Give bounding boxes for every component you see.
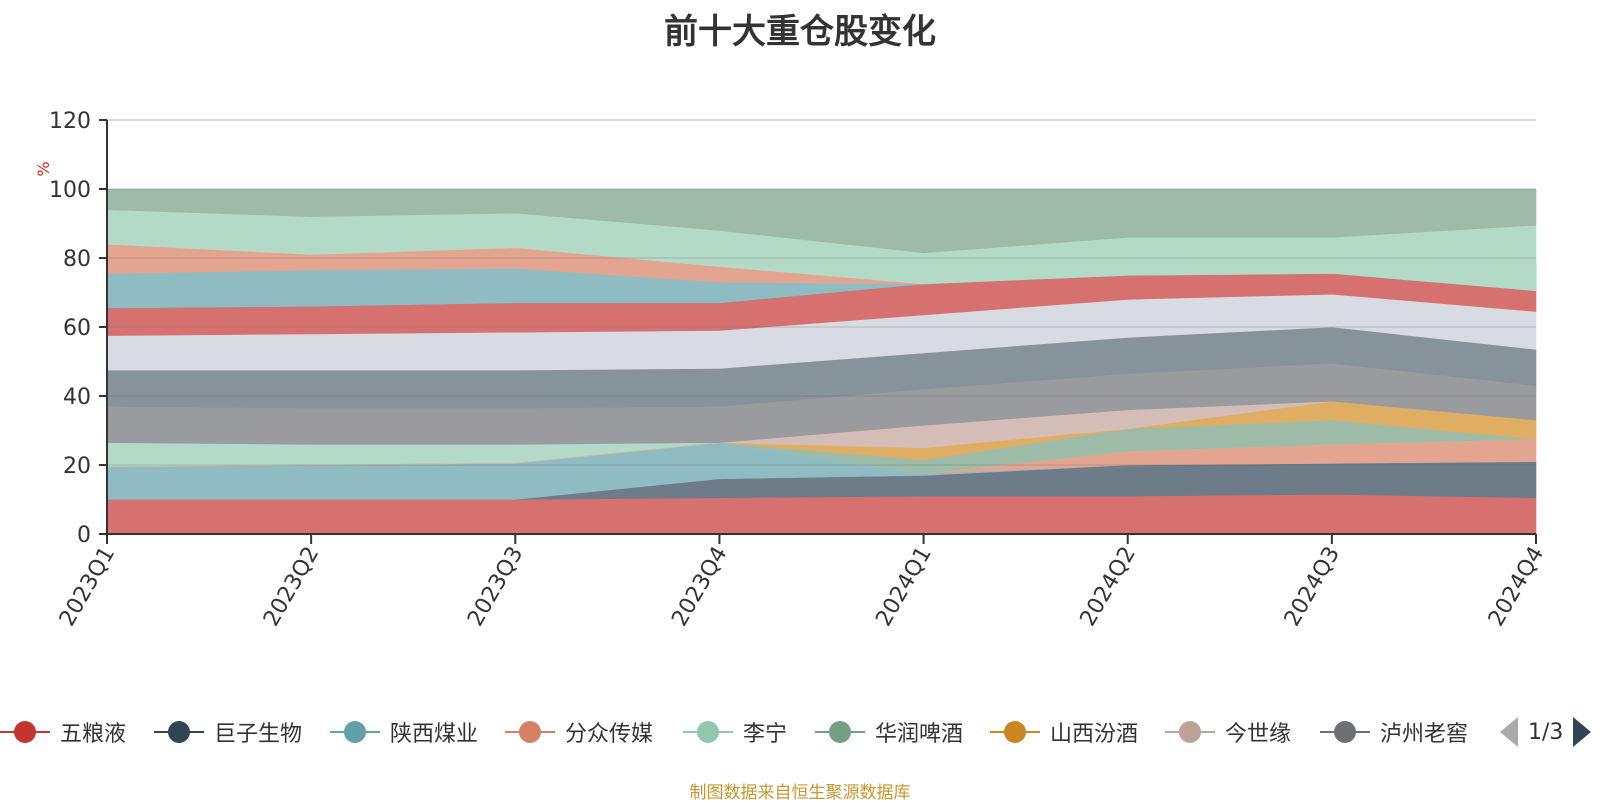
- x-tick-label: 2024Q2: [1076, 543, 1141, 631]
- plot-bands: [106, 188, 1537, 535]
- legend-marker-icon: [154, 720, 204, 744]
- legend-marker-icon: [1165, 720, 1215, 744]
- legend-label: 泸州老窖: [1380, 722, 1469, 747]
- legend-item[interactable]: 分众传媒: [505, 712, 653, 752]
- legend-item[interactable]: 今世缘: [1165, 712, 1291, 752]
- y-axis-label: %: [34, 161, 53, 176]
- legend-item[interactable]: 五粮液: [0, 712, 126, 752]
- y-tick-label: 120: [49, 109, 91, 134]
- legend-label: 今世缘: [1225, 722, 1292, 747]
- legend-marker-icon: [683, 720, 733, 744]
- area-band-0: [106, 493, 1537, 535]
- legend-label: 陕西煤业: [390, 722, 479, 747]
- x-tick-label: 2023Q4: [667, 543, 732, 631]
- legend-label: 华润啤酒: [875, 722, 964, 747]
- legend-item[interactable]: 巨子生物: [154, 712, 302, 752]
- x-tick-label: 2024Q3: [1280, 543, 1345, 631]
- legend-marker-icon: [505, 720, 555, 744]
- legend-marker-icon: [1320, 720, 1370, 744]
- y-tick-label: 100: [49, 178, 91, 203]
- pager-next-icon[interactable]: [1573, 717, 1592, 747]
- legend-pager: 1/3: [1500, 712, 1592, 752]
- legend-label: 五粮液: [60, 722, 127, 747]
- source-footnote: 制图数据来自恒生聚源数据库: [689, 783, 911, 803]
- x-tick-label: 2024Q1: [871, 543, 936, 631]
- pager-text: 1/3: [1528, 719, 1564, 745]
- y-tick-label: 20: [63, 454, 91, 479]
- legend-label: 巨子生物: [214, 722, 303, 747]
- chart-title: 前十大重仓股变化: [664, 12, 936, 52]
- legend-label: 李宁: [743, 722, 788, 747]
- legend-marker-icon: [0, 720, 50, 744]
- x-tick-label: 2024Q4: [1484, 543, 1549, 631]
- legend: 五粮液 巨子生物 陕西煤业 分众传媒 李宁 华润啤酒 山西汾酒 今世缘 泸州老窖: [0, 712, 1600, 752]
- grid-lines: [107, 119, 1536, 466]
- legend-item[interactable]: 华润啤酒: [815, 712, 963, 752]
- legend-marker-icon: [815, 720, 865, 744]
- y-tick-label: 80: [63, 247, 91, 272]
- legend-label: 山西汾酒: [1050, 722, 1139, 747]
- area-band-16: [106, 188, 1537, 254]
- legend-label: 分众传媒: [565, 722, 654, 747]
- legend-item[interactable]: 泸州老窖: [1320, 712, 1468, 752]
- legend-item[interactable]: 陕西煤业: [330, 712, 478, 752]
- legend-marker-icon: [990, 720, 1040, 744]
- legend-item[interactable]: 山西汾酒: [990, 712, 1138, 752]
- y-tick-label: 40: [63, 385, 91, 410]
- y-tick-label: 60: [63, 316, 91, 341]
- x-tick-label: 2023Q1: [55, 543, 120, 631]
- legend-marker-icon: [330, 720, 380, 744]
- y-tick-label: 0: [77, 523, 91, 548]
- x-tick-label: 2023Q3: [463, 543, 528, 631]
- legend-item[interactable]: 李宁: [683, 712, 787, 752]
- x-tick-label: 2023Q2: [259, 543, 324, 631]
- pager-prev-icon[interactable]: [1500, 717, 1518, 747]
